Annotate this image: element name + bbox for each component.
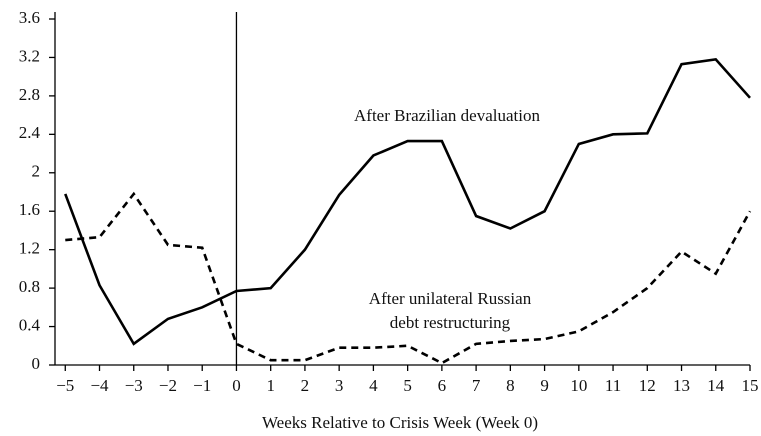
y-tick-label: 0.8 xyxy=(19,277,40,296)
x-tick-label: −4 xyxy=(90,376,109,395)
y-tick-label: 1.2 xyxy=(19,239,40,258)
data-line xyxy=(64,57,751,346)
annotation: After unilateral Russian xyxy=(369,289,532,308)
x-tick-label: 12 xyxy=(639,376,656,395)
y-tick-label: 2.8 xyxy=(19,85,40,104)
x-tick-label: 15 xyxy=(742,376,759,395)
x-tick-label: 4 xyxy=(369,376,378,395)
x-tick-label: 6 xyxy=(438,376,447,395)
x-tick-label: −3 xyxy=(125,376,143,395)
x-tick-label: 14 xyxy=(707,376,725,395)
y-tick-label: 2 xyxy=(32,162,41,181)
x-tick-label: −1 xyxy=(193,376,211,395)
x-tick-label: 11 xyxy=(605,376,621,395)
x-tick-label: 8 xyxy=(506,376,515,395)
x-tick-label: 5 xyxy=(403,376,412,395)
x-axis-label: Weeks Relative to Crisis Week (Week 0) xyxy=(262,413,538,432)
x-tick-label: −5 xyxy=(56,376,74,395)
y-tick-label: 1.6 xyxy=(19,200,40,219)
x-tick-label: 10 xyxy=(570,376,587,395)
data-line xyxy=(65,191,752,365)
y-tick-label: 3.2 xyxy=(19,46,40,65)
x-tick-label: 3 xyxy=(335,376,344,395)
y-tick-label: 0.4 xyxy=(19,315,41,334)
x-tick-label: 7 xyxy=(472,376,481,395)
y-tick-label: 3.6 xyxy=(19,8,40,27)
x-tick-label: 2 xyxy=(301,376,310,395)
x-tick-label: −2 xyxy=(159,376,177,395)
x-tick-label: 0 xyxy=(232,376,241,395)
annotation: debt restructuring xyxy=(390,313,511,332)
x-tick-label: 9 xyxy=(540,376,549,395)
annotation: After Brazilian devaluation xyxy=(354,106,540,125)
y-tick-label: 2.4 xyxy=(19,123,41,142)
y-tick-label: 0 xyxy=(32,354,41,373)
x-tick-label: 13 xyxy=(673,376,690,395)
x-tick-label: 1 xyxy=(266,376,275,395)
